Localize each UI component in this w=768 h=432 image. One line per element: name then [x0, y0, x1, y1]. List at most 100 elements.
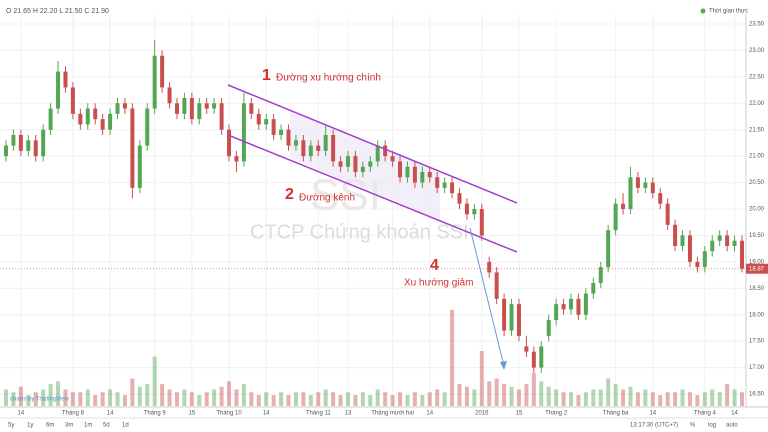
candle-body [427, 172, 432, 178]
candle-body [546, 320, 551, 336]
volume-bar [531, 373, 536, 406]
candle-body [160, 55, 165, 88]
volume-bar [412, 392, 417, 406]
annotation-number: 4 [430, 257, 439, 274]
candle-body [665, 203, 670, 225]
volume-bar [606, 378, 611, 406]
y-tick-label: 18.00 [749, 312, 765, 318]
x-tick-label: 14 [649, 411, 656, 417]
volume-bar [732, 389, 737, 406]
scale-option[interactable]: log [708, 423, 716, 429]
candle-body [628, 177, 633, 209]
volume-bar [621, 389, 626, 406]
scale-option[interactable]: auto [726, 423, 738, 429]
candle-body [569, 298, 574, 310]
candle-body [405, 166, 410, 178]
range-button[interactable]: 1m [84, 423, 92, 429]
candle-body [33, 140, 38, 157]
range-button[interactable]: 1y [27, 423, 33, 429]
candle-body [673, 224, 678, 246]
candle-body [598, 267, 603, 283]
candle-body [219, 103, 224, 130]
candle-body [130, 108, 135, 188]
candle-body [360, 166, 365, 172]
candle-body [85, 108, 90, 125]
candle-body [561, 304, 566, 310]
candle-body [368, 161, 373, 167]
candle-body [182, 98, 187, 114]
volume-bar [182, 389, 187, 406]
volume-bar [717, 392, 722, 406]
candle-body [264, 119, 269, 125]
y-tick-label: 16.50 [749, 392, 765, 398]
volume-bar [130, 378, 135, 406]
volume-bar [643, 389, 648, 406]
y-tick-label: 20.00 [749, 207, 765, 213]
volume-bar [710, 389, 715, 406]
realtime-dot [700, 8, 706, 14]
candle-body [145, 108, 150, 146]
watermark-name: CTCP Chứng khoán SSI [250, 221, 469, 243]
candle-body [494, 272, 499, 299]
candle-body [524, 346, 529, 352]
x-tick-label: Tháng ba [603, 411, 629, 417]
y-tick-label: 22.00 [749, 101, 765, 107]
volume-bar [650, 392, 655, 406]
candle-body [293, 140, 298, 146]
volume-layer [4, 309, 744, 406]
volume-bar [4, 389, 8, 406]
main-trendline [227, 84, 518, 204]
volume-bar [323, 389, 328, 406]
candle-body [256, 113, 261, 125]
x-tick-label: 2016 [475, 411, 489, 417]
range-button[interactable]: 3m [65, 423, 73, 429]
volume-bar [63, 389, 68, 406]
volume-bar [271, 395, 276, 406]
volume-bar [546, 386, 551, 406]
volume-bar [569, 392, 574, 406]
volume-bar [435, 389, 440, 406]
volume-bar [375, 389, 380, 406]
candle-body [398, 161, 403, 178]
volume-bar [613, 384, 618, 406]
scale-option[interactable]: % [690, 423, 696, 429]
candle-body [189, 98, 194, 120]
candle-body [516, 304, 521, 336]
candle-body [63, 71, 68, 88]
candle-body [167, 87, 172, 104]
range-button[interactable]: 5d [103, 423, 110, 429]
branding[interactable]: charts by TradingView [10, 397, 70, 403]
candle-body [279, 129, 284, 135]
candle-body [26, 140, 31, 151]
y-tick-label: 21.50 [749, 127, 765, 133]
volume-bar [502, 384, 507, 406]
candle-body [509, 304, 514, 331]
volume-bar [234, 389, 239, 406]
y-tick-label: 17.50 [749, 339, 765, 345]
candle-body [115, 103, 120, 114]
range-button[interactable]: 6m [46, 423, 54, 429]
volume-bar [457, 384, 462, 406]
candle-body [122, 103, 127, 109]
candle-body [658, 193, 663, 204]
volume-bar [635, 392, 640, 406]
candle-body [353, 156, 358, 172]
volume-bar [628, 386, 633, 406]
candle-body [227, 129, 232, 157]
volume-bar [301, 392, 306, 406]
candle-body [301, 140, 306, 157]
x-tick-label: 15 [189, 411, 196, 417]
volume-bar [665, 392, 670, 406]
range-button[interactable]: 5y [8, 423, 14, 429]
range-button[interactable]: 1d [122, 423, 129, 429]
toolbar: 5y 1y 6m 3m 1m 5d 1d% log auto [8, 423, 738, 429]
volume-bar [160, 384, 165, 406]
volume-bar [212, 389, 217, 406]
volume-bar [345, 392, 350, 406]
candle-body [717, 235, 722, 241]
volume-bar [554, 389, 559, 406]
volume-bar [241, 384, 246, 406]
y-tick-label: 21.00 [749, 154, 765, 160]
volume-bar [108, 389, 113, 406]
candle-body [308, 145, 313, 157]
